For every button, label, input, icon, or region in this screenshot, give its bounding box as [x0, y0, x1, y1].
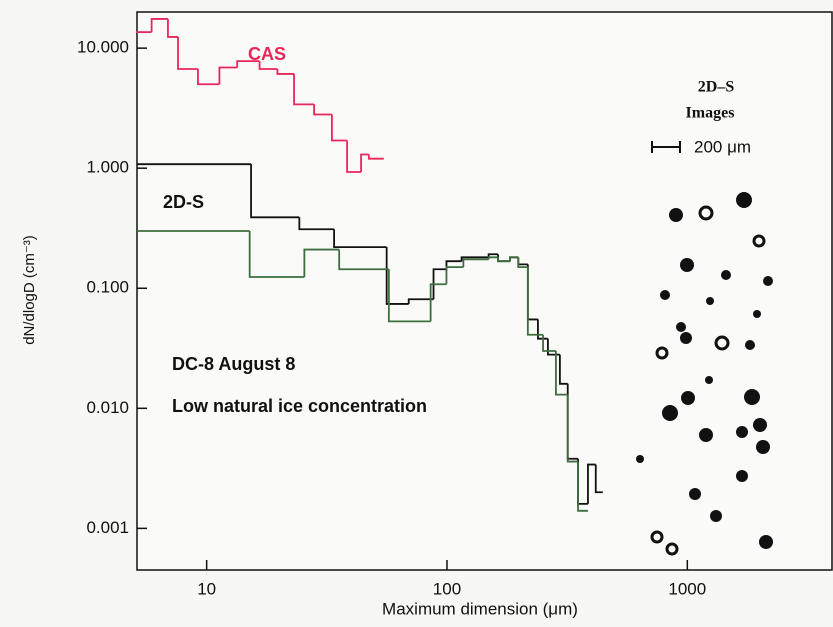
series-label: CAS	[248, 44, 286, 64]
step	[432, 268, 447, 300]
y-axis-label: dN/dlogD (cm⁻³)	[21, 235, 38, 345]
step	[517, 257, 528, 269]
y-tick-label: 0.001	[86, 518, 129, 537]
annotation: DC-8 August 8	[172, 354, 295, 374]
x-tick-label: 100	[433, 579, 461, 598]
step	[360, 153, 369, 172]
y-tick-label: 1.000	[86, 158, 129, 177]
step	[429, 283, 447, 322]
step	[387, 269, 431, 323]
step	[177, 36, 198, 70]
step	[250, 164, 300, 219]
annotation: Low natural ice concentration	[172, 396, 427, 416]
step	[555, 351, 568, 396]
x-tick-label: 1000	[668, 579, 706, 598]
step	[460, 256, 489, 262]
step	[566, 394, 579, 463]
step	[497, 257, 511, 263]
step	[462, 258, 489, 268]
crystal-images	[636, 192, 773, 556]
step	[587, 463, 596, 504]
step	[258, 61, 278, 70]
step	[558, 354, 568, 385]
annotation: Images	[686, 105, 735, 122]
y-tick-label: 0.100	[86, 278, 129, 297]
step	[150, 18, 168, 33]
step	[509, 256, 519, 262]
step	[303, 248, 340, 278]
annotation: 200 μm	[694, 137, 751, 156]
series-label: 2D-S	[163, 192, 204, 212]
step	[385, 247, 409, 305]
step	[346, 140, 362, 173]
step	[542, 334, 556, 352]
step	[487, 253, 498, 258]
step	[407, 298, 434, 304]
step	[445, 266, 464, 285]
step	[313, 104, 332, 116]
scale-bar	[651, 141, 681, 153]
step	[298, 217, 335, 231]
step	[276, 69, 295, 75]
step	[331, 114, 348, 142]
step	[197, 69, 220, 86]
step	[293, 73, 315, 106]
step	[338, 249, 389, 271]
step	[167, 18, 179, 38]
step	[487, 256, 498, 260]
step	[526, 267, 544, 336]
step	[367, 154, 384, 160]
step	[577, 461, 588, 512]
step	[218, 66, 238, 85]
step	[248, 230, 305, 278]
step	[236, 60, 260, 68]
x-axis-label: Maximum dimension (μm)	[382, 599, 578, 618]
plot-frame	[136, 11, 833, 571]
y-tick-label: 10.000	[77, 38, 129, 57]
annotation: 2D–S	[698, 79, 735, 96]
step	[333, 229, 387, 249]
y-tick-label: 0.010	[86, 398, 129, 417]
step	[537, 319, 548, 340]
step	[594, 464, 603, 494]
x-tick-label: 10	[197, 579, 216, 598]
